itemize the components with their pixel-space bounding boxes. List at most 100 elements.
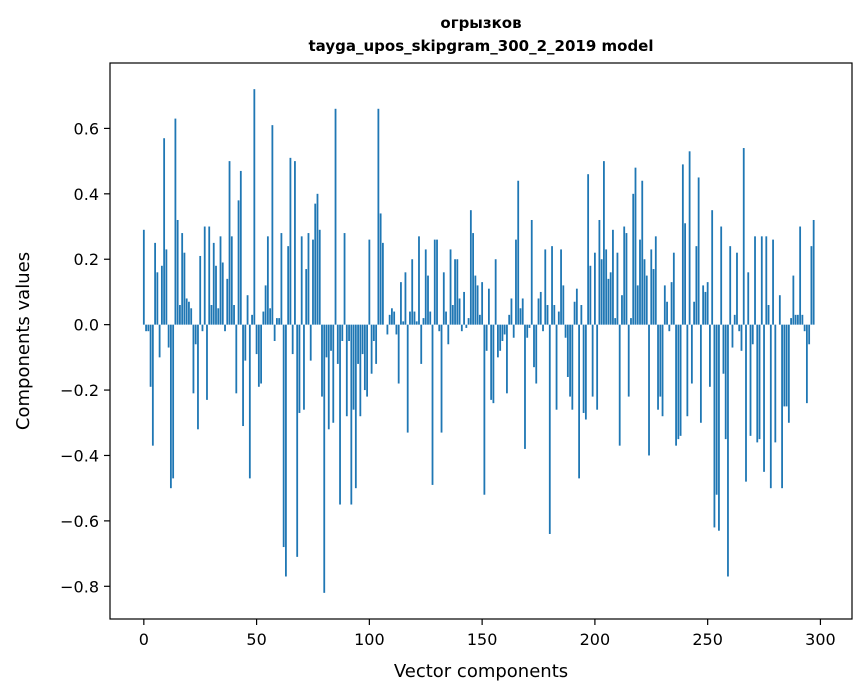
bar [573, 301, 576, 325]
bar [569, 324, 571, 397]
bar [672, 252, 675, 325]
bar [183, 252, 186, 325]
bar [713, 324, 716, 528]
x-tick-label: 200 [580, 630, 611, 649]
x-tick-label: 100 [354, 630, 385, 649]
bar [618, 324, 621, 446]
bar [729, 246, 732, 325]
bar [745, 324, 747, 482]
bar [424, 249, 427, 325]
bar [546, 305, 549, 325]
bar [465, 324, 468, 328]
bar [260, 324, 262, 384]
bar [555, 324, 558, 410]
bar [244, 324, 247, 361]
bar [289, 157, 292, 325]
bar [395, 324, 398, 335]
bar [375, 324, 378, 364]
bar [467, 318, 470, 325]
bar [781, 324, 783, 489]
bar [142, 229, 145, 325]
x-tick-label: 150 [467, 630, 498, 649]
bar [616, 252, 619, 325]
bar [169, 324, 172, 489]
bar [217, 308, 220, 325]
bar [542, 324, 544, 332]
bar [539, 291, 542, 325]
bar [411, 259, 414, 325]
bar [445, 311, 447, 325]
bar [740, 324, 743, 351]
bar [354, 324, 357, 489]
bar [287, 246, 290, 325]
bar [654, 236, 657, 325]
bar [262, 311, 265, 325]
bar [774, 324, 777, 443]
bar [248, 324, 251, 479]
bar [783, 324, 786, 407]
x-axis: 0 50 100 150 200 250 300 [139, 619, 836, 649]
bar [188, 301, 190, 325]
bar [357, 324, 359, 364]
bar [790, 318, 792, 325]
bar [639, 239, 641, 325]
bar [215, 265, 217, 325]
bar [275, 318, 278, 325]
bar [801, 314, 804, 325]
bar [650, 249, 653, 325]
bar [305, 269, 308, 325]
bar [264, 285, 267, 325]
bar [314, 203, 317, 325]
bars-group [142, 89, 815, 593]
bar [605, 249, 608, 325]
bar [201, 324, 204, 332]
bar [481, 282, 484, 325]
bar [368, 239, 371, 325]
bar [551, 246, 553, 325]
bar [431, 324, 434, 485]
bar [318, 229, 321, 325]
bar [690, 324, 693, 384]
x-tick-label: 50 [246, 630, 266, 649]
y-tick-label: −0.6 [60, 512, 99, 531]
bar [548, 324, 551, 534]
bar [659, 324, 662, 397]
bar [688, 151, 691, 325]
bar [393, 311, 396, 325]
bar [521, 298, 524, 325]
bar [197, 324, 199, 430]
bar [296, 324, 299, 557]
bar [381, 242, 384, 325]
bar [553, 305, 556, 325]
bar [810, 246, 813, 325]
x-tick-label: 250 [692, 630, 723, 649]
bar [386, 324, 389, 335]
bar [634, 167, 637, 325]
bar [397, 324, 400, 384]
bar [336, 324, 339, 364]
bar [603, 161, 605, 325]
bar [343, 233, 346, 325]
bar [711, 210, 714, 325]
bar [176, 219, 179, 325]
bar [242, 324, 244, 427]
bar [787, 324, 790, 423]
bar [578, 324, 580, 479]
bar [208, 226, 211, 325]
bar [494, 259, 497, 325]
bar [361, 324, 364, 355]
bar [679, 324, 682, 436]
chart-title-line2: tayga_upos_skipgram_300_2_2019 model [309, 37, 654, 55]
bar [224, 324, 226, 332]
bar [607, 278, 610, 325]
bar [785, 324, 788, 407]
bar [271, 125, 274, 325]
bar [600, 259, 603, 325]
bar [402, 321, 405, 325]
bar [246, 295, 249, 325]
bar [747, 272, 750, 325]
bar [154, 242, 156, 325]
y-tick-label: −0.4 [60, 446, 99, 465]
bar [537, 298, 540, 325]
bar [363, 324, 366, 391]
